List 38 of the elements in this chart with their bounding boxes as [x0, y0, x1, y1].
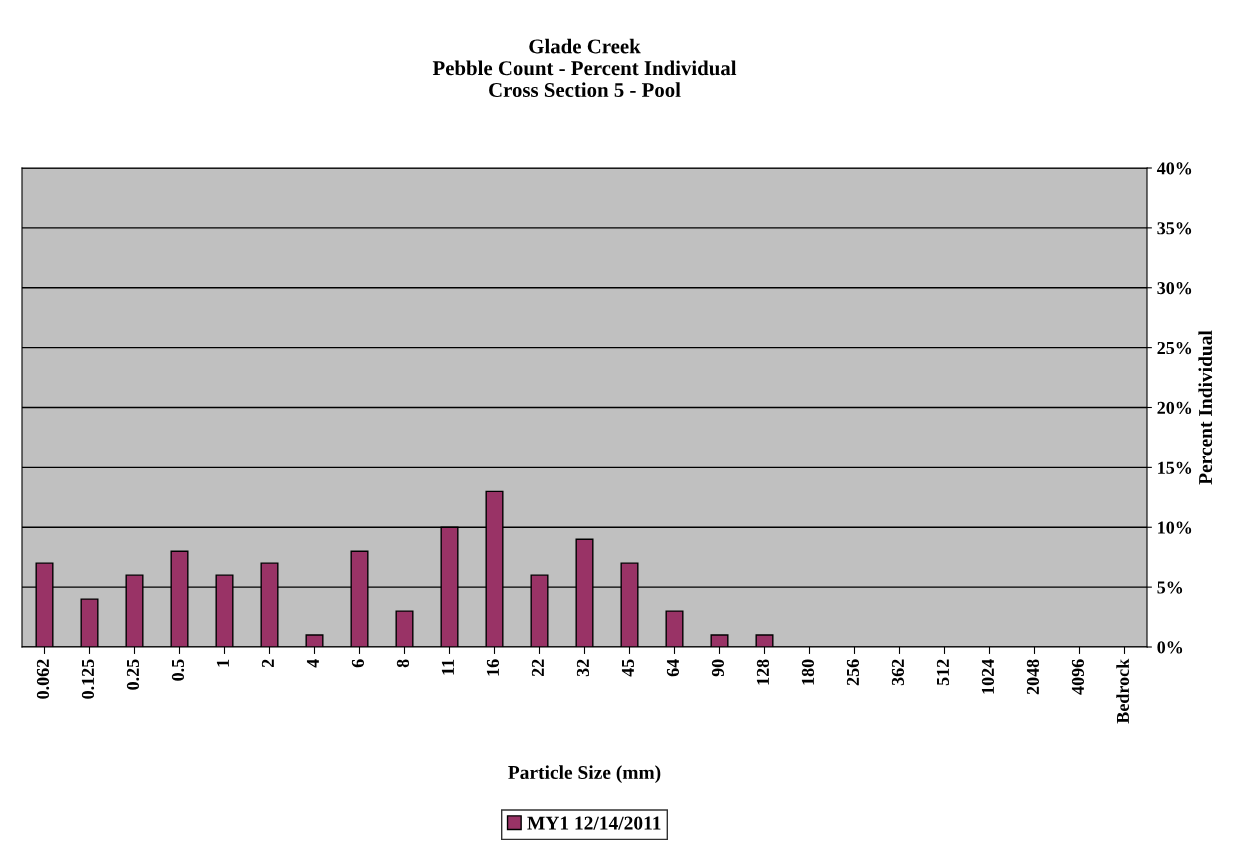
x-tick-label: 8 [396, 659, 410, 668]
legend-label: MY1 12/14/2011 [527, 816, 661, 830]
x-tick-label: 90 [711, 659, 725, 677]
x-tick-label: 512 [936, 659, 950, 686]
x-tick-label: 2048 [1026, 659, 1040, 695]
chart-title: Glade Creek Pebble Count - Percent Individual Cross Section 5 - Pool [432, 38, 737, 97]
x-tick-label: 180 [801, 659, 815, 685]
x-tick-label: 0.062 [36, 659, 50, 699]
x-tick-label: Bedrock [1116, 658, 1130, 724]
y-tick-label: 40% [1156, 162, 1192, 175]
y-tick-label: 35% [1157, 222, 1192, 235]
y-tick-label: 15% [1158, 461, 1192, 474]
x-tick-label: 0.5 [171, 659, 185, 681]
y-tick-label: 0% [1157, 641, 1183, 654]
x-tick-label: 32 [576, 659, 590, 677]
x-tick-label: 0.25 [126, 659, 140, 690]
x-tick-label: 6 [351, 659, 365, 668]
x-tick-label: 128 [756, 659, 770, 685]
x-tick-label: 4 [306, 659, 319, 668]
x-tick-label: 22 [531, 659, 544, 677]
x-tick-label: 1024 [981, 659, 995, 694]
x-tick-label: 1 [216, 659, 229, 667]
y-tick-label: 20% [1157, 401, 1192, 414]
y-tick-label: 25% [1157, 341, 1192, 355]
x-tick-label: 256 [846, 659, 860, 686]
x-tick-label: 64 [666, 659, 680, 677]
y-tick-label: 10% [1158, 521, 1192, 534]
x-tick-label: 16 [486, 659, 500, 676]
x-tick-label: 0.125 [81, 659, 95, 699]
x-tick-label: 2 [261, 659, 274, 668]
y-axis-title: Percent Individual [1198, 330, 1213, 485]
y-tick-label: 5% [1157, 581, 1183, 594]
y-tick-label: 30% [1157, 282, 1192, 295]
x-tick-label: 362 [891, 659, 905, 686]
x-axis-title: Particle Size (mm) [508, 765, 661, 783]
x-tick-label: 11 [441, 659, 454, 675]
x-tick-label: 4096 [1071, 659, 1085, 695]
x-tick-label: 45 [621, 659, 635, 677]
